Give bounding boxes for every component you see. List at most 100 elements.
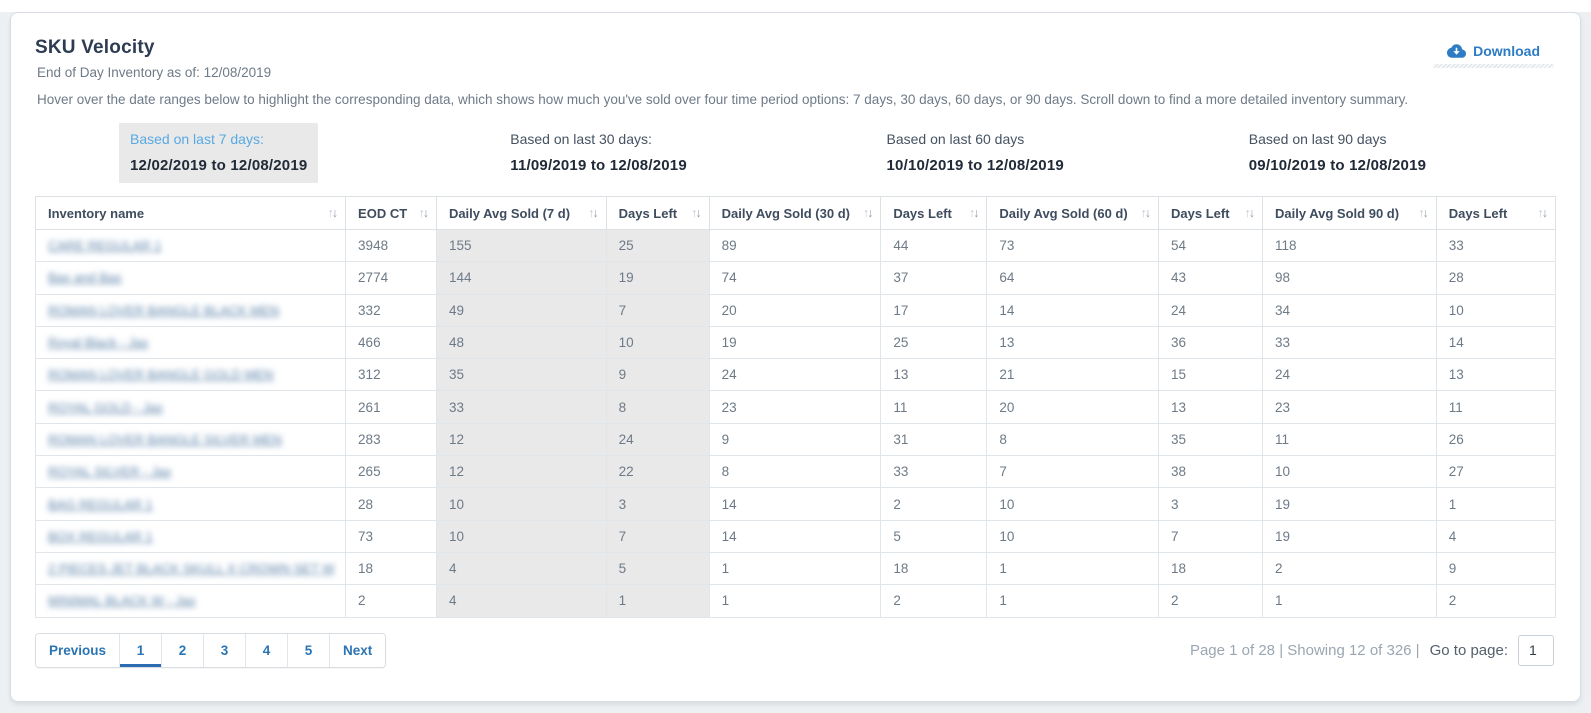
cell-value: 144	[435, 261, 607, 295]
inventory-link[interactable]: ROMAN LOVER BANGLE SILVER MEN	[48, 431, 282, 447]
page-button-2[interactable]: 2	[161, 633, 204, 667]
date-range-90d[interactable]: Based on last 90 days 09/10/2019 to 12/0…	[1238, 123, 1437, 183]
inventory-name-cell: ROYAL GOLD - Jax	[34, 390, 347, 424]
sort-arrows-icon[interactable]: ↑↓	[418, 206, 429, 220]
inventory-link[interactable]: BOX REGULAR 1	[48, 528, 153, 544]
date-range-7d-dates: 12/02/2019 to 12/08/2019	[130, 157, 308, 174]
col-header-days-left-60d[interactable]: Days Left ↑↓	[1158, 196, 1264, 230]
cell-value: 4	[1435, 519, 1557, 553]
col-header-avg-sold-90d[interactable]: Daily Avg Sold 90 d) ↑↓	[1262, 196, 1437, 230]
download-button[interactable]: Download	[1431, 31, 1556, 68]
col-header-eod-ct[interactable]: EOD CT ↑↓	[345, 196, 437, 230]
cell-value: 4	[435, 551, 607, 586]
col-header-avg-sold-30d[interactable]: Daily Avg Sold (30 d) ↑↓	[708, 196, 882, 230]
inventory-link[interactable]: BAG REGULAR 1	[48, 496, 153, 512]
page-button-5[interactable]: 5	[287, 633, 330, 667]
cell-value: 7	[605, 519, 710, 553]
inventory-link[interactable]: ROMAN LOVER BANGLE GOLD MEN	[48, 367, 274, 383]
date-range-30d[interactable]: Based on last 30 days: 11/09/2019 to 12/…	[499, 123, 698, 183]
inventory-link[interactable]: CARE REGULAR 1	[48, 238, 162, 254]
cell-value: 18	[880, 551, 988, 586]
inventory-name-cell: CARE REGULAR 1	[34, 228, 347, 263]
previous-page-button[interactable]: Previous	[36, 633, 120, 667]
cell-value: 73	[345, 519, 437, 553]
inventory-link[interactable]: ROYAL SILVER - Jax	[48, 464, 172, 480]
cell-value: 31	[880, 422, 988, 457]
col-header-inventory-name[interactable]: Inventory name ↑↓	[34, 196, 347, 230]
table-row: MINIMAL BLACK W - Jax 2 4 1 1 2 1 2 1 2	[34, 584, 1557, 618]
cell-value: 12	[435, 455, 607, 489]
cell-value: 98	[1262, 261, 1437, 295]
cell-value: 11	[1435, 390, 1557, 424]
download-button-label: Download	[1473, 43, 1540, 59]
cell-value: 28	[345, 487, 437, 521]
sort-arrows-icon[interactable]: ↑↓	[1140, 206, 1152, 220]
cell-value: 11	[1262, 422, 1437, 457]
cell-value: 37	[880, 261, 988, 295]
sort-arrows-icon[interactable]: ↑↓	[691, 206, 702, 220]
inventory-link[interactable]: ROMAN LOVER BANGLE BLACK MEN	[48, 302, 280, 318]
cell-value: 2	[345, 584, 437, 618]
date-range-30d-label: Based on last 30 days:	[510, 131, 652, 147]
cell-value: 14	[1435, 325, 1557, 360]
cell-value: 24	[708, 358, 882, 392]
sort-arrows-icon[interactable]: ↑↓	[1418, 206, 1429, 220]
inventory-link[interactable]: MINIMAL BLACK W - Jax	[48, 593, 196, 609]
col-header-days-left-30d[interactable]: Days Left ↑↓	[880, 196, 988, 230]
cell-value: 2	[1158, 584, 1264, 618]
cell-value: 14	[708, 487, 882, 521]
table-row: ROYAL GOLD - Jax 261 33 8 23 11 20 13 23…	[34, 390, 1557, 424]
sort-arrows-icon[interactable]: ↑↓	[968, 206, 980, 220]
next-page-button[interactable]: Next	[329, 633, 386, 667]
panel-header-text: SKU Velocity End of Day Inventory as of:…	[35, 29, 271, 92]
cell-value: 2	[1262, 551, 1437, 586]
goto-page-input[interactable]	[1518, 634, 1554, 666]
date-range-7d[interactable]: Based on last 7 days: 12/02/2019 to 12/0…	[119, 123, 319, 183]
cell-value: 13	[1158, 390, 1264, 424]
cell-value: 24	[1158, 293, 1264, 327]
cell-value: 12	[435, 422, 607, 457]
cloud-download-icon	[1447, 44, 1467, 58]
sku-velocity-panel: SKU Velocity End of Day Inventory as of:…	[10, 12, 1581, 702]
col-header-avg-sold-7d[interactable]: Daily Avg Sold (7 d) ↑↓	[435, 196, 607, 230]
page-button-4[interactable]: 4	[245, 633, 288, 667]
inventory-link[interactable]: 2 PIECES JET BLACK SKULL X CROWN SET W	[48, 561, 335, 577]
inventory-name-cell: ROMAN LOVER BANGLE GOLD MEN	[34, 358, 347, 392]
cell-value: 10	[1262, 455, 1437, 489]
page-button-3[interactable]: 3	[203, 633, 246, 667]
cell-value: 18	[345, 551, 437, 586]
sort-arrows-icon[interactable]: ↑↓	[1537, 206, 1549, 220]
inventory-link[interactable]: Royal Black - Jax	[48, 335, 149, 351]
sort-arrows-icon[interactable]: ↑↓	[327, 206, 339, 220]
date-range-60d[interactable]: Based on last 60 days 10/10/2019 to 12/0…	[876, 123, 1075, 183]
cell-value: 5	[605, 551, 710, 586]
cell-value: 54	[1158, 228, 1264, 263]
cell-value: 3948	[345, 228, 437, 263]
cell-value: 28	[1435, 261, 1557, 295]
inventory-name-cell: Royal Black - Jax	[34, 325, 347, 360]
cell-value: 35	[1158, 422, 1264, 457]
col-header-days-left-90d[interactable]: Days Left ↑↓	[1435, 196, 1557, 230]
cell-value: 8	[986, 422, 1160, 457]
sort-arrows-icon[interactable]: ↑↓	[862, 206, 874, 220]
table-row: BAG REGULAR 1 28 10 3 14 2 10 3 19 1	[34, 487, 1557, 521]
inventory-name-cell: ROYAL SILVER - Jax	[34, 455, 347, 489]
cell-value: 10	[986, 519, 1160, 553]
cell-value: 26	[1435, 422, 1557, 457]
table-row: ROMAN LOVER BANGLE GOLD MEN 312 35 9 24 …	[34, 358, 1557, 392]
col-header-avg-sold-60d[interactable]: Daily Avg Sold (60 d) ↑↓	[986, 196, 1160, 230]
cell-value: 466	[345, 325, 437, 360]
cell-value: 24	[1262, 358, 1437, 392]
cell-value: 35	[435, 358, 607, 392]
inventory-link[interactable]: Bax and Bax	[48, 270, 122, 286]
inventory-link[interactable]: ROYAL GOLD - Jax	[48, 399, 163, 415]
cell-value: 33	[1435, 228, 1557, 263]
sort-arrows-icon[interactable]: ↑↓	[1244, 206, 1256, 220]
cell-value: 25	[605, 228, 710, 263]
col-header-days-left-7d[interactable]: Days Left ↑↓	[605, 196, 710, 230]
page-title: SKU Velocity	[35, 37, 155, 58]
table-row: Bax and Bax 2774 144 19 74 37 64 43 98 2…	[34, 261, 1557, 295]
sort-arrows-icon[interactable]: ↑↓	[588, 206, 599, 220]
page-button-1[interactable]: 1	[119, 633, 162, 667]
cell-value: 33	[880, 455, 988, 489]
